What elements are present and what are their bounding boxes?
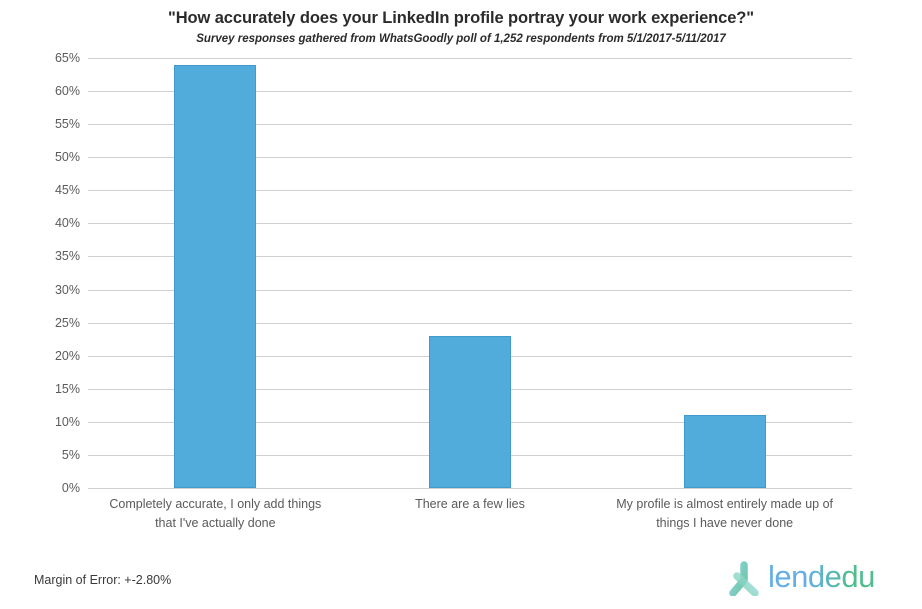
y-tick-label: 60% <box>54 84 80 99</box>
gridline <box>88 124 852 126</box>
bar-2[interactable] <box>429 335 511 488</box>
x-axis-category-labels: Completely accurate, I only add things th… <box>88 495 852 541</box>
y-tick-label: 5% <box>61 447 80 462</box>
category-label-line: Completely accurate, I only add things <box>109 497 322 511</box>
plot-area <box>88 58 852 489</box>
gridline <box>88 256 852 258</box>
category-label-line: things I have never done <box>656 516 794 530</box>
category-label-2: There are a few lies <box>343 495 598 514</box>
y-tick-label: 15% <box>54 381 80 396</box>
gridline <box>88 157 852 159</box>
y-tick-label: 30% <box>54 282 80 297</box>
y-tick-label: 55% <box>54 117 80 132</box>
y-tick-label: 50% <box>54 150 80 165</box>
category-label-3: My profile is almost entirely made up of… <box>597 495 852 533</box>
chart-subtitle: Survey responses gathered from WhatsGood… <box>196 33 726 45</box>
chart-header: "How accurately does your LinkedIn profi… <box>0 0 922 46</box>
gridline <box>88 190 852 192</box>
bar-3[interactable] <box>684 415 766 488</box>
category-label-line: My profile is almost entirely made up of <box>616 497 834 511</box>
lendedu-arrow-icon <box>729 561 759 596</box>
gridline <box>88 322 852 324</box>
category-label-line: There are a few lies <box>415 497 525 511</box>
gridline <box>88 223 852 225</box>
y-tick-label: 0% <box>61 481 80 495</box>
category-label-line: that I've actually done <box>155 516 276 530</box>
y-tick-label: 10% <box>54 414 80 429</box>
margin-of-error-note: Margin of Error: +-2.80% <box>34 573 172 587</box>
y-tick-label: 65% <box>54 51 80 65</box>
gridline <box>88 289 852 291</box>
gridline <box>88 488 852 489</box>
y-tick-label: 20% <box>54 348 80 363</box>
lendedu-logo: lendedu <box>724 558 875 598</box>
y-tick-label: 40% <box>54 216 80 231</box>
gridline <box>88 58 852 59</box>
category-label-1: Completely accurate, I only add things th… <box>88 495 343 533</box>
bar-1[interactable] <box>174 64 256 488</box>
gridline <box>88 91 852 93</box>
y-tick-label: 25% <box>54 315 80 330</box>
chart-title: "How accurately does your LinkedIn profi… <box>167 9 754 27</box>
lendedu-wordmark: lendedu <box>768 558 875 594</box>
y-tick-label: 35% <box>54 249 80 264</box>
y-tick-label: 45% <box>54 183 80 198</box>
y-axis: 65% 60% 55% 50% 45% 40% 35% 30% 25% 20% 15% 10% 5% 0% <box>24 52 80 495</box>
